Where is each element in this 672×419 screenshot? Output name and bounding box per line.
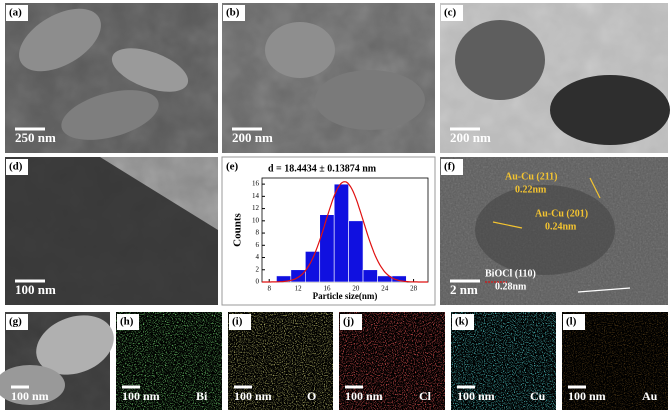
particle (5, 157, 218, 305)
y-tick-label: 8 (256, 229, 260, 237)
element-label: Cl (419, 389, 432, 403)
element-label: Cu (530, 389, 546, 403)
bar (319, 214, 335, 283)
y-tick-label: 0 (256, 278, 260, 286)
label-bg (229, 314, 251, 330)
y-tick-label: 6 (256, 241, 260, 249)
y-tick-label: 10 (252, 216, 260, 224)
scale-label: 200 nm (232, 130, 273, 145)
x-tick-label: 16 (323, 285, 331, 293)
label-bg (223, 5, 245, 21)
phase-label: BiOCl (110) (485, 268, 536, 279)
scale-label: 100 nm (234, 389, 272, 403)
panel-label: (d) (9, 161, 23, 173)
panel-label: (i) (232, 316, 243, 328)
label-bg (117, 314, 139, 330)
panel-label: (a) (9, 7, 22, 19)
lattice-marker (577, 287, 631, 293)
x-tick-label: 12 (295, 285, 303, 293)
panel-label: (h) (120, 316, 134, 328)
panel-label: (c) (444, 7, 457, 19)
scale-label: 100 nm (457, 389, 495, 403)
panel-label: (k) (455, 316, 469, 328)
particle (265, 22, 335, 78)
panel-label: (f) (444, 161, 455, 173)
label-bg (6, 314, 28, 330)
bar (333, 183, 349, 283)
particle (550, 75, 670, 145)
particle (61, 90, 159, 140)
annotation: d = 18.4434 ± 0.13874 nm (268, 163, 377, 174)
label-bg (6, 159, 28, 175)
phase-label: Au-Cu (201) (535, 208, 588, 219)
y-tick-label: 16 (252, 180, 260, 188)
spacing-label: 0.28nm (495, 281, 527, 292)
particle (315, 70, 425, 130)
element-label: O (307, 389, 316, 403)
x-tick-label: 20 (352, 285, 360, 293)
scale-label: 250 nm (15, 130, 56, 145)
panel-label: (l) (566, 316, 577, 328)
panel-label: (e) (226, 161, 239, 173)
particle (455, 20, 545, 100)
panel-label: (g) (9, 316, 22, 328)
label-bg (340, 314, 362, 330)
particle (0, 365, 65, 405)
scale-label: 100 nm (11, 389, 49, 403)
particle (36, 315, 114, 375)
x-axis-label: Particle size(nm) (313, 291, 378, 301)
y-tick-label: 2 (256, 265, 260, 273)
x-tick-label: 8 (267, 285, 271, 293)
particle (19, 8, 101, 72)
lattice-marker (492, 221, 523, 229)
phase-label: Au-Cu (211) (505, 171, 558, 182)
panel-label: (b) (226, 7, 240, 19)
scale-label: 100 nm (15, 282, 56, 297)
scale-label: 100 nm (122, 389, 160, 403)
x-tick-label: 28 (410, 285, 418, 293)
label-bg (563, 314, 585, 330)
y-tick-label: 12 (252, 204, 260, 212)
label-bg (6, 5, 28, 21)
y-tick-label: 4 (256, 253, 260, 261)
y-axis-label: Counts (232, 212, 244, 246)
spacing-label: 0.22nm (515, 184, 547, 195)
element-label: Au (642, 389, 658, 403)
particle (111, 48, 189, 92)
label-bg (441, 5, 463, 21)
scale-label: 200 nm (450, 130, 491, 145)
bar (348, 220, 364, 283)
bar (362, 269, 378, 283)
bar (391, 275, 407, 283)
scale-label: 2 nm (450, 282, 478, 297)
panel-label: (j) (343, 316, 354, 328)
particle (475, 185, 615, 275)
label-bg (441, 159, 463, 175)
scale-label: 100 nm (568, 389, 606, 403)
lattice-marker (589, 177, 601, 199)
fit-curve (262, 181, 428, 283)
label-bg (452, 314, 474, 330)
spacing-label: 0.24nm (545, 221, 577, 232)
scale-label: 100 nm (345, 389, 383, 403)
element-label: Bi (196, 389, 208, 403)
x-tick-label: 24 (381, 285, 389, 293)
y-tick-label: 14 (252, 192, 260, 200)
